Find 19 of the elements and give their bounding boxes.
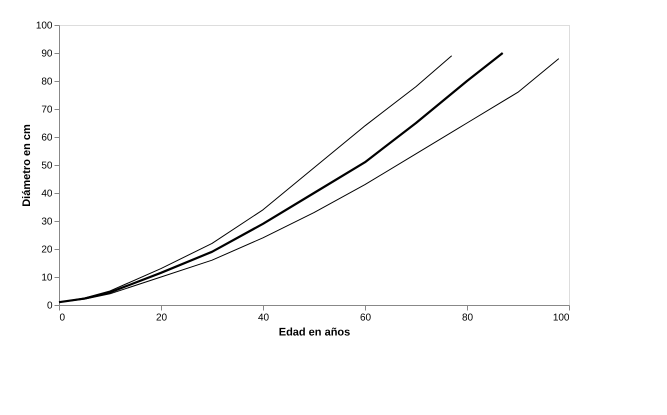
x-tick-label: 20 [156,312,168,324]
y-tick-label: 80 [41,76,53,88]
y-tick-label: 0 [46,300,53,312]
y-tick-label: 90 [41,48,53,60]
x-tick-label: 40 [258,312,270,324]
y-tick-label: 100 [36,20,53,32]
x-tick-label: 100 [552,312,570,324]
y-tick-label: 20 [41,244,53,256]
x-tick-label: 60 [360,312,372,324]
y-tick-label: 60 [41,132,53,144]
y-tick-label: 10 [41,272,53,284]
y-tick-label: 30 [41,216,53,228]
y-tick-label: 70 [41,104,53,116]
x-tick-label: 0 [60,312,66,324]
y-axis-title: Diámetro en cm [20,124,33,207]
y-tick-label: 40 [41,188,53,200]
x-axis-title: Edad en años [278,326,350,338]
y-tick-label: 50 [41,160,53,172]
x-tick-label: 80 [462,312,474,324]
